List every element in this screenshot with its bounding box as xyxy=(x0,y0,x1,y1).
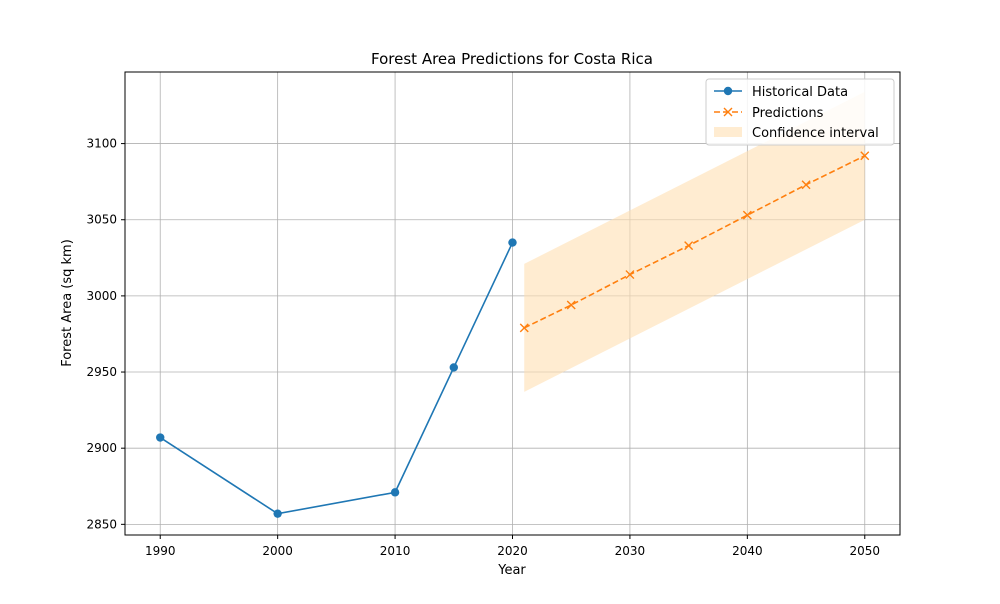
historical-data-point xyxy=(390,488,400,497)
x-axis-label: Year xyxy=(497,563,526,578)
historical-data-line xyxy=(159,242,514,515)
legend-historical-marker xyxy=(723,86,733,96)
y-tick-label: 3100 xyxy=(86,137,117,151)
prediction-point xyxy=(519,323,529,333)
x-tick-label: 2050 xyxy=(849,544,880,558)
y-tick-label: 3050 xyxy=(86,213,117,227)
historical-data-point xyxy=(508,238,517,247)
y-tick-label: 2850 xyxy=(86,517,117,531)
x-tick-label: 2010 xyxy=(380,544,411,558)
prediction-point xyxy=(860,151,870,161)
legend-label-historical: Historical Data xyxy=(752,85,848,100)
historical-data-point xyxy=(449,363,458,372)
prediction-point xyxy=(742,210,752,220)
historical-data-point xyxy=(156,433,165,442)
prediction-point xyxy=(566,300,576,310)
y-tick-label: 3000 xyxy=(86,289,117,303)
historical-data-point xyxy=(273,509,282,518)
x-tick-label: 2000 xyxy=(262,544,293,558)
y-tick-label: 2900 xyxy=(86,441,117,455)
legend-confidence-swatch xyxy=(714,127,742,137)
legend-label-confidence: Confidence interval xyxy=(752,126,879,141)
x-tick-label: 2020 xyxy=(497,544,528,558)
prediction-point xyxy=(684,241,694,251)
legend-box xyxy=(705,78,895,146)
legend-predictions-marker xyxy=(723,107,733,117)
y-axis-label: Forest Area (sq km) xyxy=(60,239,75,367)
x-tick-label: 2030 xyxy=(615,544,646,558)
x-tick-label: 2040 xyxy=(732,544,763,558)
prediction-point xyxy=(801,180,811,190)
chart-title: Forest Area Predictions for Costa Rica xyxy=(371,50,653,68)
prediction-point xyxy=(625,270,635,280)
legend-label-predictions: Predictions xyxy=(752,106,824,121)
y-tick-label: 2950 xyxy=(86,365,117,379)
x-tick-label: 1990 xyxy=(145,544,176,558)
